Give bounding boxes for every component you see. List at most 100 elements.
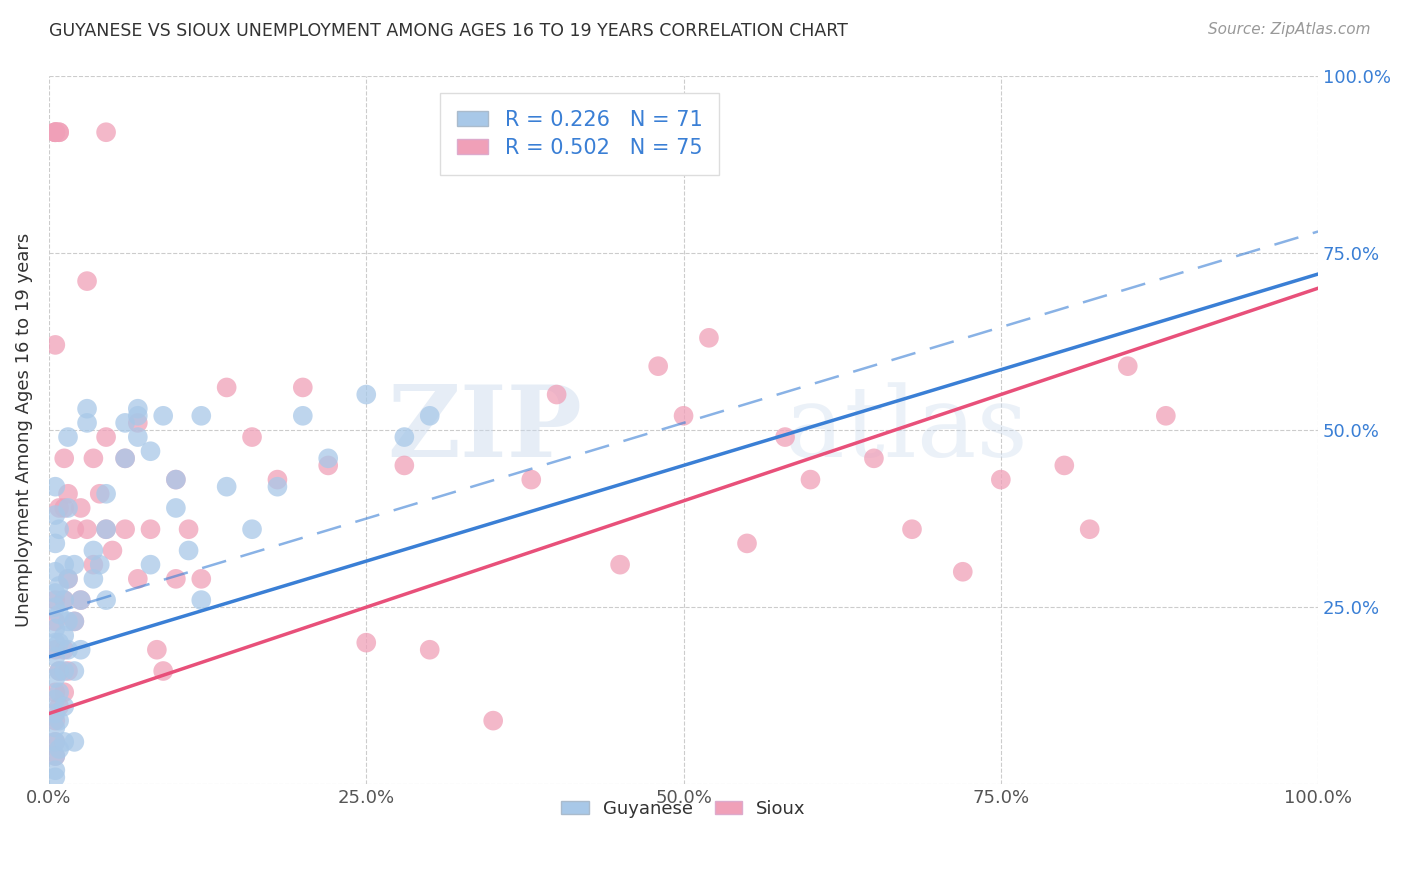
Point	[82, 543, 104, 558]
Point	[53, 629, 76, 643]
Point	[44, 338, 66, 352]
Point	[146, 642, 169, 657]
Point	[56, 572, 79, 586]
Point	[44, 706, 66, 721]
Point	[139, 444, 162, 458]
Point	[56, 664, 79, 678]
Point	[1078, 522, 1101, 536]
Point	[266, 480, 288, 494]
Point	[165, 473, 187, 487]
Point	[190, 593, 212, 607]
Point	[1116, 359, 1139, 374]
Point	[240, 430, 263, 444]
Point	[672, 409, 695, 423]
Point	[48, 125, 70, 139]
Point	[215, 380, 238, 394]
Point	[647, 359, 669, 374]
Point	[56, 487, 79, 501]
Point	[394, 458, 416, 473]
Point	[735, 536, 758, 550]
Point	[94, 593, 117, 607]
Point	[48, 685, 70, 699]
Point	[394, 430, 416, 444]
Point	[69, 593, 91, 607]
Point	[76, 401, 98, 416]
Point	[609, 558, 631, 572]
Point	[44, 125, 66, 139]
Point	[44, 685, 66, 699]
Point	[127, 416, 149, 430]
Point	[316, 451, 339, 466]
Point	[48, 125, 70, 139]
Point	[291, 380, 314, 394]
Point	[48, 579, 70, 593]
Point	[56, 615, 79, 629]
Point	[114, 416, 136, 430]
Point	[44, 714, 66, 728]
Point	[89, 487, 111, 501]
Point	[127, 430, 149, 444]
Point	[48, 699, 70, 714]
Point	[44, 593, 66, 607]
Point	[697, 331, 720, 345]
Point	[56, 642, 79, 657]
Point	[76, 416, 98, 430]
Point	[1053, 458, 1076, 473]
Point	[44, 749, 66, 764]
Point	[139, 522, 162, 536]
Point	[53, 593, 76, 607]
Point	[165, 572, 187, 586]
Point	[48, 742, 70, 756]
Point	[152, 664, 174, 678]
Point	[94, 522, 117, 536]
Point	[316, 458, 339, 473]
Point	[89, 558, 111, 572]
Y-axis label: Unemployment Among Ages 16 to 19 years: Unemployment Among Ages 16 to 19 years	[15, 233, 32, 627]
Point	[48, 522, 70, 536]
Point	[48, 607, 70, 622]
Point	[56, 572, 79, 586]
Point	[44, 749, 66, 764]
Point	[114, 451, 136, 466]
Point	[63, 735, 86, 749]
Point	[94, 487, 117, 501]
Point	[901, 522, 924, 536]
Point	[127, 409, 149, 423]
Point	[240, 522, 263, 536]
Point	[44, 125, 66, 139]
Point	[44, 565, 66, 579]
Point	[356, 387, 378, 401]
Point	[419, 642, 441, 657]
Point	[53, 735, 76, 749]
Point	[44, 721, 66, 735]
Point	[546, 387, 568, 401]
Point	[44, 622, 66, 636]
Point	[76, 274, 98, 288]
Point	[990, 473, 1012, 487]
Point	[190, 409, 212, 423]
Point	[44, 586, 66, 600]
Point	[419, 409, 441, 423]
Point	[356, 635, 378, 649]
Point	[44, 480, 66, 494]
Point	[53, 558, 76, 572]
Point	[82, 451, 104, 466]
Point	[94, 125, 117, 139]
Point	[114, 451, 136, 466]
Point	[773, 430, 796, 444]
Point	[44, 735, 66, 749]
Point	[190, 572, 212, 586]
Point	[44, 692, 66, 706]
Point	[56, 430, 79, 444]
Point	[127, 401, 149, 416]
Text: Source: ZipAtlas.com: Source: ZipAtlas.com	[1208, 22, 1371, 37]
Point	[63, 615, 86, 629]
Point	[94, 522, 117, 536]
Text: atlas: atlas	[785, 382, 1028, 478]
Point	[53, 699, 76, 714]
Point	[177, 522, 200, 536]
Point	[53, 593, 76, 607]
Point	[44, 764, 66, 778]
Point	[94, 430, 117, 444]
Point	[1154, 409, 1177, 423]
